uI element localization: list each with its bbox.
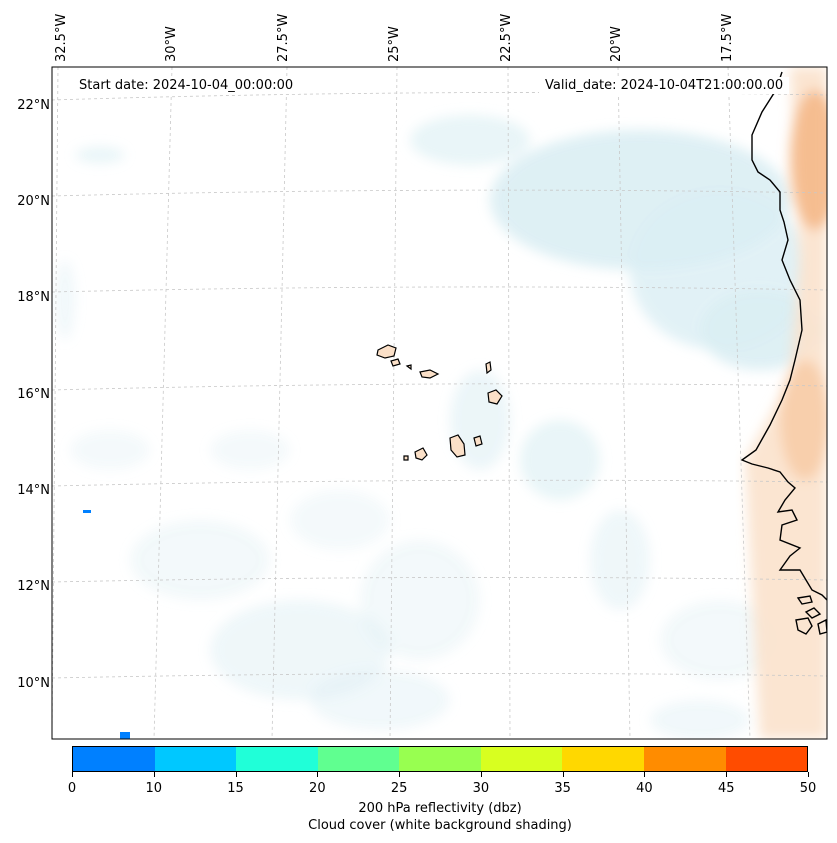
colorbar-segment <box>399 747 481 771</box>
reflectivity-echoes <box>83 510 130 739</box>
lat-label-20n: 20°N <box>17 194 50 209</box>
colorbar-tick-label: 10 <box>145 781 163 796</box>
colorbar-tick <box>235 772 237 777</box>
colorbar-tick-label: 25 <box>390 781 408 796</box>
colorbar-tick-label: 50 <box>799 781 817 796</box>
colorbar-tick-label: 20 <box>309 781 326 796</box>
colorbar-tick <box>562 772 564 777</box>
lat-label-12n: 12°N <box>17 579 50 594</box>
colorbar-title: 200 hPa reflectivity (dbz) <box>358 801 522 816</box>
colorbar-tick <box>480 772 482 777</box>
colorbar-tick-label: 15 <box>227 781 244 796</box>
lat-label-22n: 22°N <box>17 98 50 113</box>
lon-label-32-5w: 32.5°W <box>54 13 69 62</box>
colorbar-tick-label: 30 <box>472 781 490 796</box>
map-border <box>51 66 828 740</box>
colorbar-tick <box>726 772 728 777</box>
colorbar-segment <box>562 747 644 771</box>
lon-label-27-5w: 27.5°W <box>276 13 291 62</box>
colorbar-segment <box>236 747 318 771</box>
colorbar-tick <box>153 772 155 777</box>
colorbar-tick-label: 0 <box>67 781 77 796</box>
islands <box>376 344 503 461</box>
colorbar <box>72 746 808 772</box>
lon-label-20w: 20°W <box>609 26 624 62</box>
gridlines <box>52 67 827 739</box>
lon-label-17-5w: 17.5°W <box>720 13 735 62</box>
lat-label-18n: 18°N <box>17 290 50 305</box>
colorbar-segment <box>480 747 563 771</box>
lon-label-22-5w: 22.5°W <box>499 13 514 62</box>
colorbar-tick-label: 40 <box>636 781 653 796</box>
colorbar-tick <box>808 772 809 777</box>
colorbar-tick <box>399 772 401 777</box>
colorbar-tick <box>644 772 646 777</box>
lat-label-10n: 10°N <box>17 676 50 691</box>
lon-label-25w: 25°W <box>387 26 402 62</box>
colorbar-tick <box>317 772 319 777</box>
land-warm-shading <box>745 67 827 739</box>
colorbar-tick <box>72 772 73 777</box>
coastline <box>740 71 827 635</box>
valid-date-label: Valid_date: 2024-10-04T21:00:00.00 <box>539 77 790 94</box>
lat-label-16n: 16°N <box>17 387 50 402</box>
colorbar-tick-label: 35 <box>554 781 571 796</box>
colorbar-subtitle: Cloud cover (white background shading) <box>308 818 572 833</box>
lat-label-14n: 14°N <box>17 483 50 498</box>
colorbar-segment <box>73 747 155 771</box>
colorbar-tick-label: 45 <box>717 781 735 796</box>
start-date-label: Start date: 2024-10-04_00:00:00 <box>73 77 300 94</box>
colorbar-segment <box>317 747 400 771</box>
colorbar-segment <box>725 747 808 771</box>
colorbar-segment <box>154 747 237 771</box>
colorbar-segment <box>643 747 726 771</box>
lon-label-30w: 30°W <box>164 26 179 62</box>
